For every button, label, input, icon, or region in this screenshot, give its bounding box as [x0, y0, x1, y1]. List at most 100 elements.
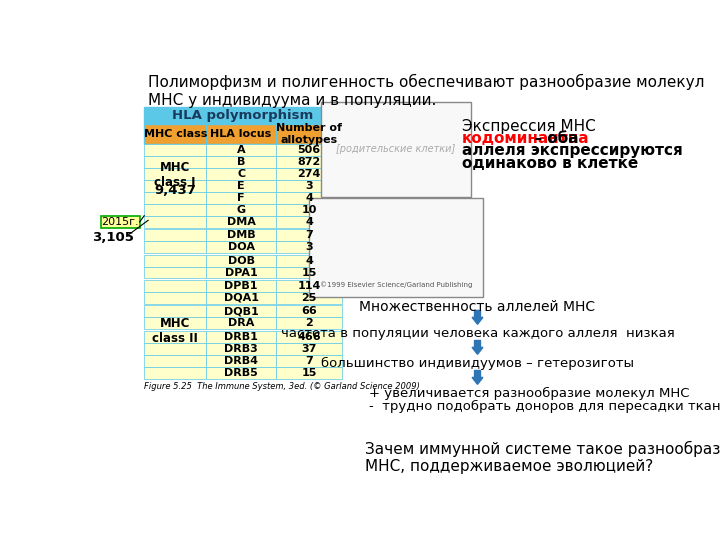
FancyBboxPatch shape: [206, 192, 276, 204]
Text: 872: 872: [297, 157, 320, 167]
Text: 9,437: 9,437: [154, 184, 196, 197]
FancyBboxPatch shape: [101, 215, 140, 228]
Text: DQA1: DQA1: [224, 293, 258, 303]
Text: DPA1: DPA1: [225, 267, 258, 278]
Text: DOB: DOB: [228, 255, 255, 266]
FancyBboxPatch shape: [276, 192, 342, 204]
FancyBboxPatch shape: [144, 254, 206, 267]
Text: 4: 4: [305, 193, 313, 203]
Text: 4: 4: [305, 217, 313, 227]
FancyBboxPatch shape: [144, 267, 206, 279]
Text: HLA polymorphism: HLA polymorphism: [172, 109, 314, 122]
FancyBboxPatch shape: [144, 144, 206, 156]
Text: 3,105: 3,105: [92, 231, 134, 244]
FancyBboxPatch shape: [144, 292, 206, 304]
FancyBboxPatch shape: [206, 215, 276, 228]
Text: DQB1: DQB1: [224, 306, 258, 316]
Text: [родительские клетки]: [родительские клетки]: [336, 145, 456, 154]
FancyBboxPatch shape: [144, 168, 206, 180]
Text: DOA: DOA: [228, 242, 255, 252]
Text: – оба: – оба: [529, 131, 579, 146]
Text: 4: 4: [305, 255, 313, 266]
Text: Экспрессия МНС: Экспрессия МНС: [462, 119, 595, 134]
Text: 506: 506: [297, 145, 320, 155]
FancyBboxPatch shape: [206, 124, 276, 144]
Text: аллеля экспрессируются: аллеля экспрессируются: [462, 143, 683, 158]
FancyBboxPatch shape: [206, 180, 276, 192]
Text: 37: 37: [301, 344, 317, 354]
FancyBboxPatch shape: [206, 343, 276, 355]
FancyBboxPatch shape: [276, 306, 342, 318]
Text: 3: 3: [305, 181, 312, 191]
Text: 3: 3: [305, 242, 312, 252]
FancyBboxPatch shape: [310, 198, 483, 298]
FancyBboxPatch shape: [144, 156, 206, 168]
Text: DMB: DMB: [227, 230, 256, 240]
FancyBboxPatch shape: [144, 306, 206, 318]
FancyBboxPatch shape: [144, 331, 206, 343]
FancyBboxPatch shape: [276, 215, 342, 228]
FancyBboxPatch shape: [206, 241, 276, 253]
FancyBboxPatch shape: [144, 107, 342, 124]
Text: DMA: DMA: [227, 217, 256, 227]
Text: HLA locus: HLA locus: [210, 129, 271, 139]
Text: 15: 15: [301, 368, 317, 377]
FancyBboxPatch shape: [276, 229, 342, 241]
FancyBboxPatch shape: [206, 292, 276, 304]
Text: B: B: [237, 157, 246, 167]
FancyBboxPatch shape: [276, 318, 342, 329]
Text: 25: 25: [301, 293, 317, 303]
FancyBboxPatch shape: [276, 267, 342, 279]
Text: Number of
allotypes: Number of allotypes: [276, 123, 342, 145]
FancyBboxPatch shape: [276, 331, 342, 343]
Text: Figure 5.25  The Immune System, 3ed. (© Garland Science 2009): Figure 5.25 The Immune System, 3ed. (© G…: [144, 382, 420, 392]
FancyBboxPatch shape: [144, 241, 206, 253]
FancyBboxPatch shape: [144, 318, 206, 329]
Text: 274: 274: [297, 169, 320, 179]
Text: MHC class: MHC class: [143, 129, 207, 139]
Text: E: E: [238, 181, 245, 191]
FancyBboxPatch shape: [144, 124, 206, 144]
Text: 2015г.: 2015г.: [102, 217, 139, 227]
Text: 466: 466: [297, 332, 320, 342]
FancyBboxPatch shape: [206, 267, 276, 279]
FancyBboxPatch shape: [276, 292, 342, 304]
Text: кодоминантна: кодоминантна: [462, 131, 590, 146]
Text: 7: 7: [305, 230, 312, 240]
Text: DRB3: DRB3: [224, 344, 258, 354]
FancyBboxPatch shape: [144, 355, 206, 367]
Text: + увеличивается разнообразие молекул МНС: + увеличивается разнообразие молекул МНС: [369, 387, 690, 400]
Polygon shape: [472, 310, 483, 325]
Text: G: G: [237, 205, 246, 215]
Text: DRB1: DRB1: [224, 332, 258, 342]
FancyBboxPatch shape: [206, 204, 276, 215]
FancyBboxPatch shape: [206, 331, 276, 343]
Text: 10: 10: [301, 205, 317, 215]
Text: F: F: [238, 193, 245, 203]
Text: Множественность аллелей МНС: Множественность аллелей МНС: [359, 300, 595, 314]
FancyBboxPatch shape: [206, 156, 276, 168]
FancyBboxPatch shape: [144, 343, 206, 355]
FancyBboxPatch shape: [144, 192, 206, 204]
Text: DRA: DRA: [228, 318, 254, 328]
Text: ©1999 Elsevier Science/Garland Publishing: ©1999 Elsevier Science/Garland Publishin…: [320, 281, 472, 288]
FancyBboxPatch shape: [206, 254, 276, 267]
FancyBboxPatch shape: [276, 204, 342, 215]
FancyBboxPatch shape: [276, 343, 342, 355]
Text: Зачем иммунной системе такое разнообразие
МНС, поддерживаемое эволюцией?: Зачем иммунной системе такое разнообрази…: [365, 441, 720, 474]
Polygon shape: [472, 370, 483, 384]
FancyBboxPatch shape: [276, 180, 342, 192]
FancyBboxPatch shape: [276, 355, 342, 367]
Text: C: C: [237, 169, 246, 179]
FancyBboxPatch shape: [206, 306, 276, 318]
FancyBboxPatch shape: [206, 355, 276, 367]
Text: DRB4: DRB4: [224, 356, 258, 366]
Text: 114: 114: [297, 281, 320, 291]
FancyBboxPatch shape: [276, 124, 342, 144]
FancyBboxPatch shape: [144, 215, 206, 228]
FancyBboxPatch shape: [276, 241, 342, 253]
FancyBboxPatch shape: [276, 144, 342, 156]
FancyBboxPatch shape: [276, 367, 342, 379]
Polygon shape: [472, 340, 483, 354]
Text: 2: 2: [305, 318, 312, 328]
